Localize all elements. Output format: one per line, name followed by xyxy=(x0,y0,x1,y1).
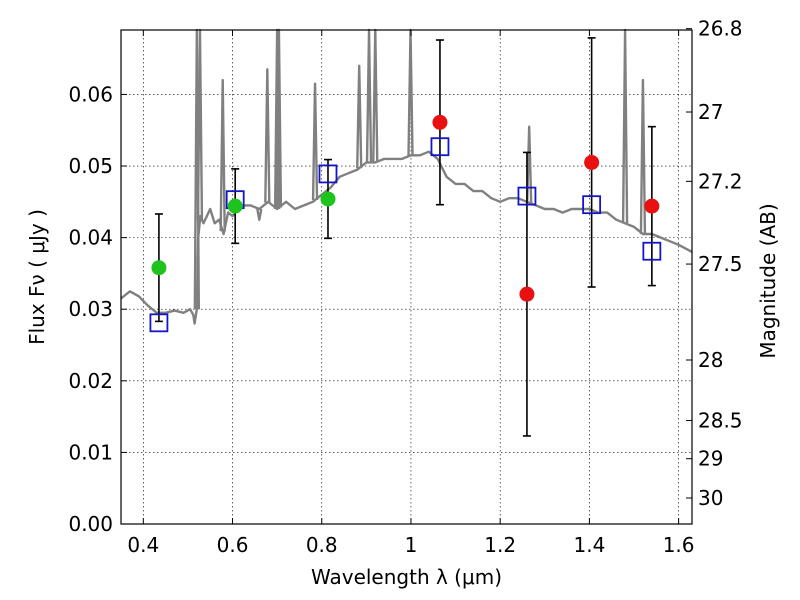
error-bars xyxy=(154,37,656,437)
x-tick-label: 0.6 xyxy=(217,533,249,557)
y-tick-label: 0.02 xyxy=(68,369,113,393)
model-point xyxy=(517,186,537,206)
y-axis-label: Flux Fν ( μJy ) xyxy=(25,209,49,345)
x-tick-label: 1.4 xyxy=(573,533,605,557)
y-tick-label: 0.00 xyxy=(68,512,113,536)
nir-point xyxy=(644,198,660,214)
mag-tick-label: 27.5 xyxy=(698,252,743,276)
optical-point xyxy=(151,260,167,276)
plot-frame xyxy=(120,29,693,525)
x-axis-label: Wavelength λ (μm) xyxy=(311,565,502,589)
nir-point xyxy=(432,114,448,130)
y-tick-label: 0.06 xyxy=(68,82,113,106)
nir-point xyxy=(584,154,600,170)
emission-line xyxy=(356,64,363,169)
emission-line xyxy=(639,78,647,235)
mag-tick-label: 27 xyxy=(698,100,723,124)
mag-tick-label: 28.5 xyxy=(698,409,743,433)
model-point xyxy=(318,164,338,184)
mag-tick-label: 26.8 xyxy=(698,17,743,41)
emission-line xyxy=(219,78,226,232)
axis-ticks: 0.4 0.6 0.8 1 1.2 1.4 1.6 0.00 0.01 0.02 0.03 0.04 0… xyxy=(68,17,742,557)
emission-line xyxy=(525,125,533,203)
x-tick-label: 1.6 xyxy=(663,533,695,557)
y-tick-label: 0.05 xyxy=(68,154,113,178)
model-point xyxy=(149,313,169,333)
grid xyxy=(121,30,692,524)
emission-line xyxy=(407,28,414,156)
x-tick-label: 1 xyxy=(405,533,418,557)
data-points xyxy=(149,114,662,333)
model-point xyxy=(430,137,450,157)
x-tick-label: 1.2 xyxy=(484,533,516,557)
x-tick-label: 0.4 xyxy=(127,533,159,557)
x-tick-label: 0.8 xyxy=(306,533,338,557)
y-tick-label: 0.01 xyxy=(68,440,113,464)
model-point xyxy=(582,195,602,215)
emission-line xyxy=(264,68,271,203)
emission-line xyxy=(372,28,379,163)
nir-point xyxy=(519,286,535,302)
y-tick-label: 0.03 xyxy=(68,297,113,321)
mag-tick-label: 28 xyxy=(698,348,723,372)
emission-line xyxy=(365,28,373,163)
right-axis-label: Magnitude (AB) xyxy=(756,203,780,358)
optical-point xyxy=(227,198,243,214)
model-point xyxy=(642,241,662,261)
model-spectrum xyxy=(120,28,693,325)
optical-point xyxy=(320,191,336,207)
emission-line xyxy=(311,82,319,201)
mag-tick-label: 30 xyxy=(698,486,723,510)
y-tick-label: 0.04 xyxy=(68,226,113,250)
emission-line xyxy=(256,208,263,221)
emission-line xyxy=(621,28,629,224)
mag-tick-label: 27.2 xyxy=(698,169,743,193)
mag-tick-label: 29 xyxy=(698,447,723,471)
emission-line xyxy=(196,28,204,221)
